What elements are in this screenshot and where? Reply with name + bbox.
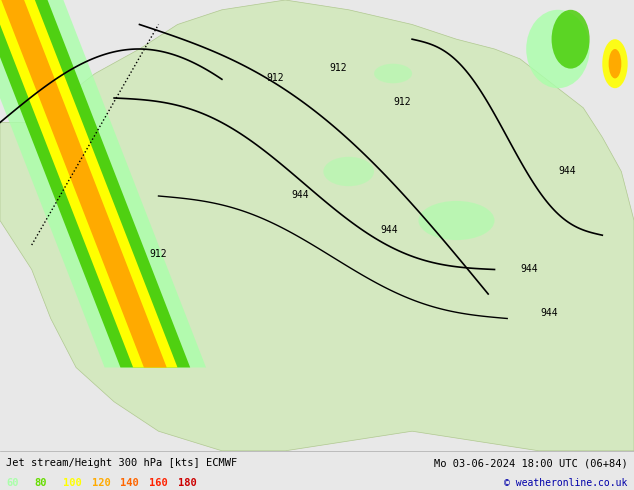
Polygon shape <box>0 0 178 368</box>
Ellipse shape <box>418 201 495 240</box>
Text: 912: 912 <box>330 63 347 73</box>
Ellipse shape <box>526 10 590 88</box>
Ellipse shape <box>374 64 412 83</box>
Text: 160: 160 <box>149 478 168 488</box>
Text: 140: 140 <box>120 478 139 488</box>
Text: 912: 912 <box>393 98 411 107</box>
FancyBboxPatch shape <box>0 451 634 490</box>
Ellipse shape <box>609 49 621 78</box>
Text: 912: 912 <box>266 73 284 83</box>
Ellipse shape <box>602 39 628 88</box>
Text: 944: 944 <box>380 225 398 235</box>
Text: 120: 120 <box>92 478 111 488</box>
Text: 80: 80 <box>35 478 48 488</box>
Text: Mo 03-06-2024 18:00 UTC (06+84): Mo 03-06-2024 18:00 UTC (06+84) <box>434 458 628 468</box>
Text: 100: 100 <box>63 478 82 488</box>
Ellipse shape <box>323 157 374 186</box>
Text: © weatheronline.co.uk: © weatheronline.co.uk <box>504 478 628 488</box>
Ellipse shape <box>552 10 590 69</box>
Polygon shape <box>0 0 190 368</box>
Polygon shape <box>0 0 634 451</box>
Text: 912: 912 <box>149 249 167 259</box>
Text: 60: 60 <box>6 478 19 488</box>
Text: 944: 944 <box>558 166 576 176</box>
FancyBboxPatch shape <box>0 0 634 451</box>
Text: 944: 944 <box>520 264 538 274</box>
Text: Jet stream/Height 300 hPa [kts] ECMWF: Jet stream/Height 300 hPa [kts] ECMWF <box>6 458 238 468</box>
Polygon shape <box>1 0 167 368</box>
Text: 180: 180 <box>178 478 197 488</box>
Text: 944: 944 <box>292 191 309 200</box>
Text: 944: 944 <box>540 308 558 318</box>
Polygon shape <box>0 0 206 368</box>
